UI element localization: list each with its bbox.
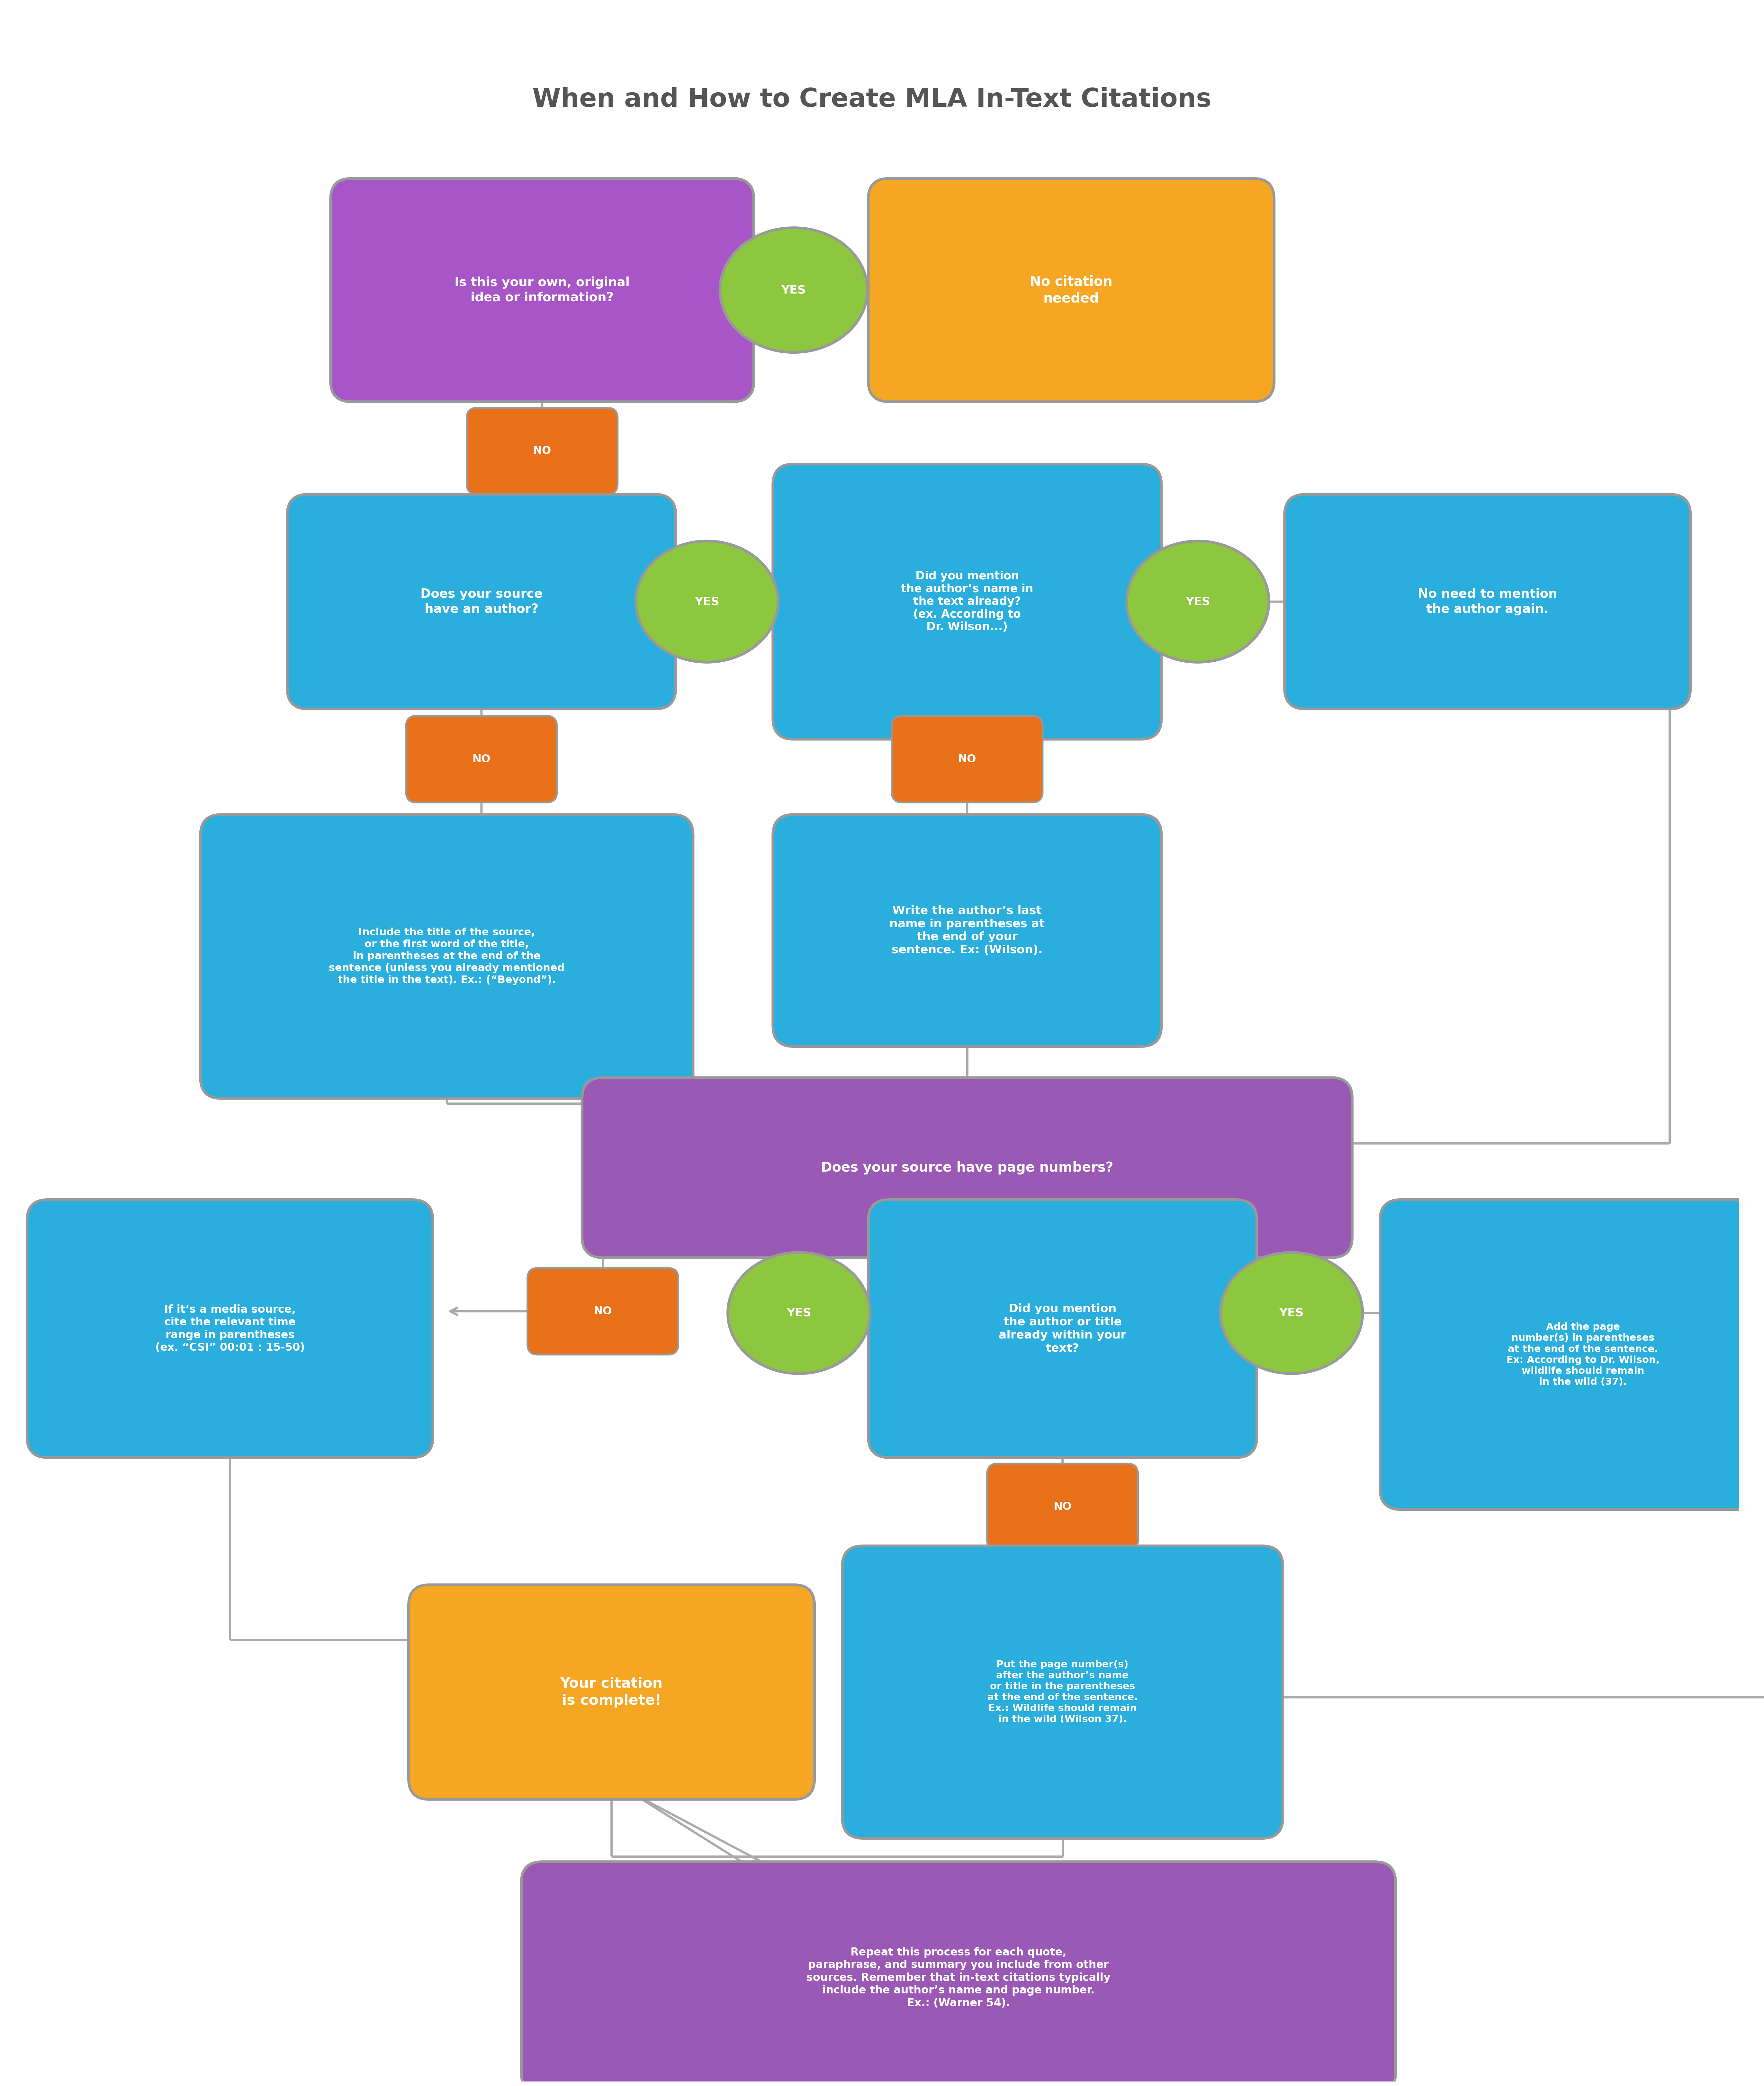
Text: NO: NO [958,753,975,763]
FancyBboxPatch shape [527,1268,679,1354]
Ellipse shape [1221,1252,1362,1373]
Ellipse shape [729,1252,870,1373]
Text: Add the page
number(s) in parentheses
at the end of the sentence.
Ex: According : Add the page number(s) in parentheses at… [1506,1323,1660,1387]
Text: No need to mention
the author again.: No need to mention the author again. [1418,588,1558,615]
Text: YES: YES [781,284,806,296]
Text: Did you mention
the author or title
already within your
text?: Did you mention the author or title alre… [998,1304,1127,1354]
FancyBboxPatch shape [409,1585,815,1800]
Text: Repeat this process for each quote,
paraphrase, and summary you include from oth: Repeat this process for each quote, para… [806,1946,1111,2009]
FancyBboxPatch shape [868,179,1274,403]
FancyBboxPatch shape [773,814,1161,1047]
FancyBboxPatch shape [406,715,557,803]
Text: Put the page number(s)
after the author’s name
or title in the parentheses
at th: Put the page number(s) after the author’… [988,1660,1138,1725]
FancyBboxPatch shape [841,1546,1282,1838]
Text: Does your source have page numbers?: Does your source have page numbers? [820,1162,1113,1174]
Text: NO: NO [594,1306,612,1316]
Text: Does your source
have an author?: Does your source have an author? [420,588,543,615]
FancyBboxPatch shape [773,463,1161,738]
FancyBboxPatch shape [467,407,617,494]
FancyBboxPatch shape [201,814,693,1099]
FancyBboxPatch shape [330,179,753,403]
Text: No citation
needed: No citation needed [1030,275,1113,305]
Text: YES: YES [787,1308,811,1318]
FancyBboxPatch shape [26,1199,432,1458]
FancyBboxPatch shape [288,494,676,709]
Text: YES: YES [1279,1308,1304,1318]
Text: Is this your own, original
idea or information?: Is this your own, original idea or infor… [455,277,630,305]
FancyBboxPatch shape [522,1861,1395,2086]
FancyBboxPatch shape [582,1078,1353,1258]
FancyBboxPatch shape [891,715,1043,803]
FancyBboxPatch shape [1379,1199,1764,1510]
FancyBboxPatch shape [1284,494,1690,709]
Text: Your citation
is complete!: Your citation is complete! [561,1677,663,1708]
Text: When and How to Create MLA In-Text Citations: When and How to Create MLA In-Text Citat… [533,88,1212,113]
FancyBboxPatch shape [868,1199,1256,1458]
Text: If it’s a media source,
cite the relevant time
range in parentheses
(ex. “CSI” 0: If it’s a media source, cite the relevan… [155,1304,305,1354]
Ellipse shape [720,227,868,353]
Ellipse shape [1127,540,1268,661]
Text: Did you mention
the author’s name in
the text already?
(ex. According to
Dr. Wil: Did you mention the author’s name in the… [901,572,1034,632]
Text: YES: YES [1185,597,1210,607]
Text: NO: NO [533,446,550,457]
Text: Include the title of the source,
or the first word of the title,
in parentheses : Include the title of the source, or the … [328,928,564,985]
Text: NO: NO [1053,1502,1071,1512]
Text: YES: YES [695,597,720,607]
FancyBboxPatch shape [988,1464,1138,1550]
Ellipse shape [635,540,778,661]
Text: NO: NO [473,753,490,763]
Text: Write the author’s last
name in parentheses at
the end of your
sentence. Ex: (Wi: Write the author’s last name in parenthe… [889,905,1044,955]
